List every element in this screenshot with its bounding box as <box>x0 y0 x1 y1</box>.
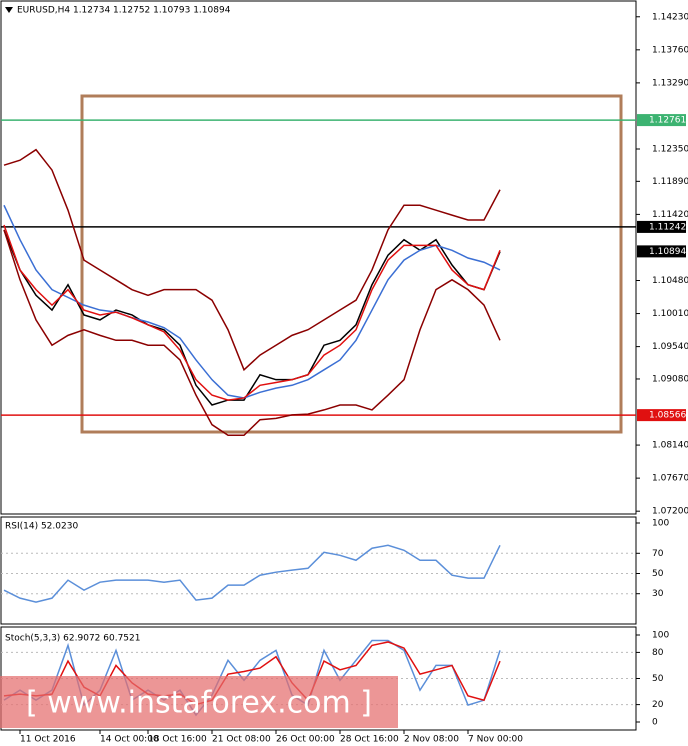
y-tick-label: 50 <box>652 674 664 684</box>
chart-title: EURUSD,H4 1.12734 1.12752 1.10793 1.1089… <box>17 6 231 16</box>
x-tick-label: 2 Nov 08:00 <box>404 735 459 745</box>
series-line <box>3 204 501 399</box>
y-tick-label: 1.11890 <box>652 177 688 187</box>
rsi-title: RSI(14) 52.0230 <box>5 522 78 532</box>
watermark-box <box>0 676 398 728</box>
series-line <box>3 229 501 436</box>
y-tick-label: 1.10480 <box>652 276 688 286</box>
y-tick-label: 1.13760 <box>652 45 688 55</box>
y-tick-label: 1.11420 <box>652 210 688 220</box>
x-tick-label: 11 Oct 2016 <box>20 735 76 745</box>
y-tick-label: 1.07670 <box>652 474 688 484</box>
y-tick-label: 1.13290 <box>652 78 688 88</box>
price-label-box <box>637 245 686 258</box>
price-label: 1.11242 <box>649 222 686 232</box>
price-label-box <box>637 114 686 127</box>
price-label-box <box>637 220 686 233</box>
y-tick-label: 1.08140 <box>652 441 688 451</box>
price-label: 1.10894 <box>649 247 686 257</box>
y-tick-label: 1.10010 <box>652 309 688 319</box>
stoch-title: Stoch(5,3,3) 62.9072 60.7521 <box>5 634 140 644</box>
symbol-icon <box>5 7 13 13</box>
x-tick-label: 28 Oct 16:00 <box>340 735 399 745</box>
y-tick-label: 70 <box>652 549 664 559</box>
price-panel <box>0 0 637 515</box>
x-tick-label: 7 Nov 00:00 <box>468 735 523 745</box>
price-label-box <box>637 409 686 422</box>
y-tick-label: 1.07200 <box>652 507 688 517</box>
series-line <box>3 148 501 372</box>
rsi-panel <box>0 516 637 625</box>
x-tick-label: 18 Oct 16:00 <box>148 735 207 745</box>
y-tick-label: 80 <box>652 648 664 658</box>
y-tick-label: 100 <box>652 631 669 641</box>
y-tick-label: 30 <box>652 589 664 599</box>
x-tick-label: 26 Oct 00:00 <box>276 735 335 745</box>
y-tick-label: 1.09540 <box>652 342 688 352</box>
series-line <box>3 544 501 603</box>
x-tick-label: 21 Oct 08:00 <box>212 735 271 745</box>
x-tick-label: 14 Oct 00:00 <box>100 735 159 745</box>
y-tick-label: 100 <box>652 519 669 529</box>
price-label: 1.08566 <box>649 411 686 421</box>
series-line <box>3 229 501 406</box>
range-box <box>80 94 623 434</box>
watermark: [ www.instaforex.com ] <box>26 686 372 721</box>
y-tick-label: 1.14230 <box>652 12 688 22</box>
y-tick-label: 50 <box>652 569 664 579</box>
y-tick-label: 1.12350 <box>652 144 688 154</box>
y-tick-label: 1.09080 <box>652 374 688 384</box>
y-tick-label: 20 <box>652 700 664 710</box>
price-label: 1.12761 <box>649 116 686 126</box>
plot-area: 1.14230 1.13760 1.13290 1.12350 1.11890 1.114… <box>1 12 688 745</box>
y-tick-label: 0 <box>652 718 658 728</box>
series-line <box>3 224 501 401</box>
